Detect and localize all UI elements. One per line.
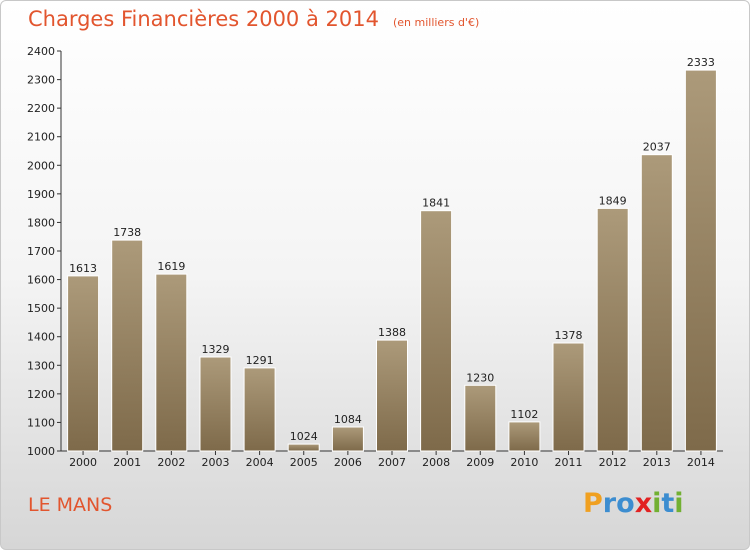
bar xyxy=(684,69,717,452)
bar-value-label: 1619 xyxy=(157,260,185,273)
y-tick-label: 1000 xyxy=(27,445,55,458)
bar xyxy=(508,421,541,452)
bar xyxy=(155,273,188,452)
x-tick-label: 2005 xyxy=(290,456,318,469)
chart-subtitle: (en milliers d'€) xyxy=(392,16,480,29)
bar-value-label: 1230 xyxy=(466,371,494,384)
y-tick-label: 2200 xyxy=(27,102,55,115)
y-tick-label: 1600 xyxy=(27,274,55,287)
bar xyxy=(464,384,497,452)
x-tick-label: 2006 xyxy=(334,456,362,469)
bar-value-label: 1738 xyxy=(113,226,141,239)
x-tick-label: 2008 xyxy=(422,456,450,469)
bar xyxy=(199,356,232,452)
bar xyxy=(376,339,408,452)
bar xyxy=(67,275,100,452)
y-tick-label: 1200 xyxy=(27,388,55,401)
y-tick-label: 1100 xyxy=(27,416,55,429)
bar-value-label: 1024 xyxy=(290,430,318,443)
x-tick-label: 2009 xyxy=(466,456,494,469)
y-tick-label: 1900 xyxy=(27,188,55,201)
x-tick-label: 2002 xyxy=(157,456,185,469)
y-tick-label: 2100 xyxy=(27,131,55,144)
y-tick-label: 1500 xyxy=(27,302,55,315)
bar-value-label: 1084 xyxy=(334,413,362,426)
bar xyxy=(552,342,585,452)
city-label: LE MANS xyxy=(28,494,113,516)
logo-letter: r xyxy=(602,488,617,519)
chart-title: Charges Financières 2000 à 2014 (en milli… xyxy=(28,7,479,31)
y-tick-label: 1800 xyxy=(27,216,55,229)
bar xyxy=(640,154,673,452)
bar xyxy=(111,239,144,452)
y-tick-label: 2400 xyxy=(27,45,55,58)
x-tick-label: 2012 xyxy=(599,456,627,469)
x-tick-label: 2014 xyxy=(687,456,715,469)
y-tick-label: 2300 xyxy=(27,74,55,87)
bar-value-label: 1378 xyxy=(555,329,583,342)
bar-value-label: 1329 xyxy=(201,343,229,356)
x-tick-label: 2000 xyxy=(69,456,97,469)
bar xyxy=(331,426,364,452)
x-tick-label: 2001 xyxy=(113,456,141,469)
y-tick-label: 1700 xyxy=(27,245,55,258)
x-tick-label: 2010 xyxy=(510,456,538,469)
bar xyxy=(243,367,276,452)
proxiti-logo: Proxiti xyxy=(583,488,684,519)
bar-value-label: 1291 xyxy=(246,354,274,367)
bar-value-label: 1849 xyxy=(599,194,627,207)
x-tick-label: 2003 xyxy=(201,456,229,469)
logo-letter: o xyxy=(616,488,635,519)
x-tick-label: 2011 xyxy=(555,456,583,469)
x-tick-label: 2007 xyxy=(378,456,406,469)
logo-letter: P xyxy=(583,488,603,519)
bar-value-label: 1102 xyxy=(510,408,538,421)
bar-value-label: 2037 xyxy=(643,141,671,154)
logo-letter: i xyxy=(674,488,684,519)
y-tick-label: 1300 xyxy=(27,359,55,372)
bar-value-label: 1841 xyxy=(422,197,450,210)
bar-value-label: 1613 xyxy=(69,262,97,275)
bar xyxy=(420,210,453,452)
y-tick-label: 1400 xyxy=(27,331,55,344)
logo-letter: t xyxy=(661,488,675,519)
y-tick-label: 2000 xyxy=(27,159,55,172)
logo-letter: i xyxy=(652,488,662,519)
bar-value-label: 1388 xyxy=(378,326,406,339)
bar xyxy=(596,207,629,452)
chart-title-text: Charges Financières 2000 à 2014 xyxy=(28,7,379,31)
x-tick-label: 2004 xyxy=(246,456,274,469)
bar xyxy=(287,443,320,452)
x-tick-label: 2013 xyxy=(643,456,671,469)
logo-letter: x xyxy=(634,488,653,519)
bar-value-label: 2333 xyxy=(687,56,715,69)
